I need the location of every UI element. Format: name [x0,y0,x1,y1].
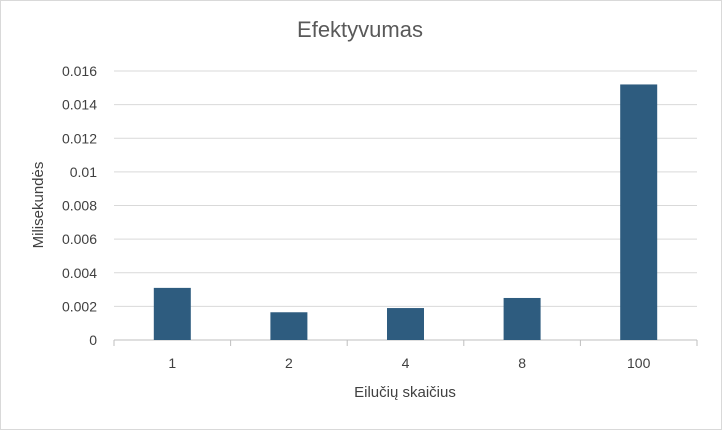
x-tick-label: 4 [402,355,410,371]
y-tick-label: 0.002 [62,298,97,314]
x-tick-label: 100 [627,355,651,371]
y-tick-label: 0.01 [70,164,97,180]
y-tick-label: 0.016 [62,63,97,79]
bar-4 [387,308,424,340]
y-tick-label: 0.004 [62,265,97,281]
bar-100 [620,84,658,340]
y-tick-label: 0.006 [62,231,97,247]
x-tick-label: 8 [518,355,526,371]
y-tick-label: 0.014 [62,97,97,113]
bar-1 [153,287,191,340]
y-tick-label: 0.012 [62,130,97,146]
x-tick-label: 1 [168,355,176,371]
y-tick-label: 0 [89,332,97,348]
y-tick-label: 0.008 [62,198,97,214]
bar-8 [503,297,541,340]
gridlines [114,70,697,307]
bars [153,84,658,340]
y-axis-label: Milisekundės [30,162,47,249]
y-axis-ticks: 0 0.002 0.004 0.006 0.008 0.01 0.012 0.014 0.016 [62,63,97,348]
x-axis-label: Eilučių skaičius [354,384,456,401]
bar-2 [270,312,308,340]
x-axis [113,339,698,346]
x-tick-label: 2 [285,355,293,371]
chart-title: Efektyvumas [297,17,423,42]
x-axis-ticks: 1 2 4 8 100 [168,355,650,371]
